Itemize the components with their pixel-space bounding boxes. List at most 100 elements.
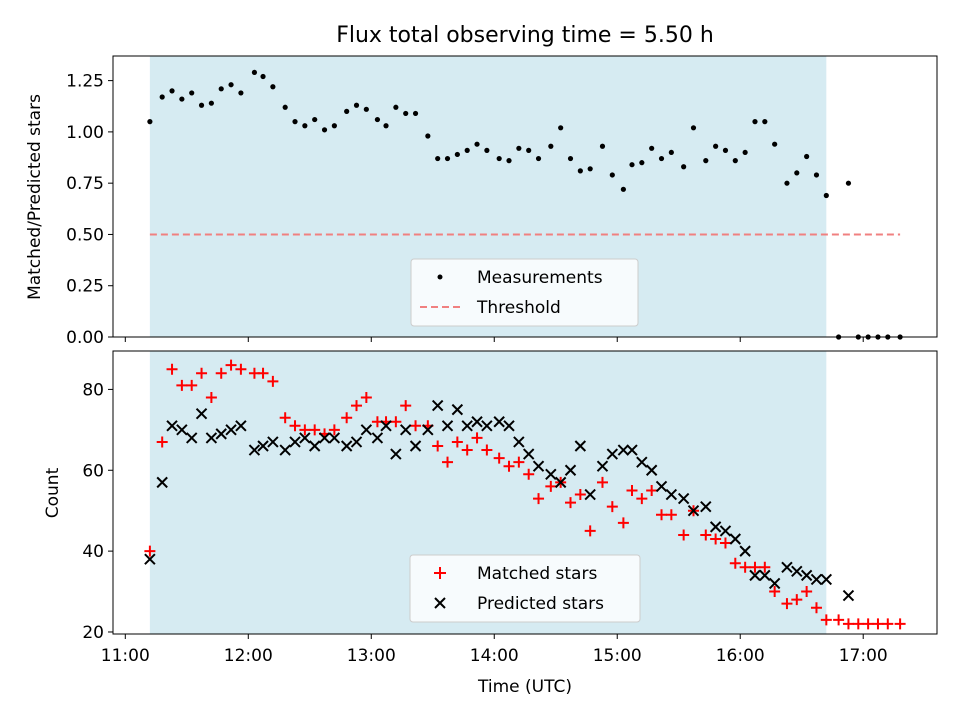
bottom-axes-frame	[112, 350, 938, 635]
matched-star-point	[565, 497, 577, 509]
measurement-point	[169, 88, 175, 94]
matched-star-point	[351, 400, 363, 412]
measurement-point	[639, 160, 645, 166]
matched-star-point	[205, 391, 217, 403]
legend-measurements-label: Measurements	[477, 268, 603, 288]
predicted-star-point	[390, 448, 402, 460]
predicted-star-point	[636, 456, 648, 468]
predicted-star-point	[195, 407, 208, 420]
matched-star-point	[894, 618, 906, 630]
top-y-tick-label: 1.25	[66, 72, 104, 92]
measurement-point	[752, 119, 758, 125]
predicted-star-point	[687, 504, 700, 517]
x-tick-label: 14:00	[470, 646, 519, 666]
predicted-star-point	[380, 420, 392, 432]
matched-star-point	[710, 533, 722, 545]
measurement-point	[690, 125, 697, 131]
predicted-star-point	[257, 440, 269, 452]
matched-star-point	[719, 537, 731, 549]
legend-measurement-marker	[437, 274, 443, 280]
measurement-point	[823, 192, 829, 199]
matched-star-point	[513, 456, 525, 468]
predicted-star-point	[626, 444, 638, 456]
predicted-star-point	[471, 416, 483, 428]
measurement-point	[587, 166, 593, 172]
measurement-point	[784, 180, 790, 186]
predicted-star-point	[584, 488, 596, 501]
matched-star-point	[442, 456, 454, 468]
measurement-point	[403, 110, 409, 117]
predicted-star-point	[144, 553, 156, 565]
predicted-star-point	[267, 436, 279, 448]
predicted-star-point	[532, 460, 545, 472]
matched-star-point	[862, 618, 874, 630]
measurement-point	[374, 116, 381, 123]
matched-star-point	[820, 614, 832, 626]
predicted-star-point	[461, 420, 473, 432]
predicted-star-point	[481, 420, 493, 432]
measurement-point	[496, 155, 502, 162]
matched-star-point	[852, 618, 864, 630]
matched-star-point	[400, 400, 412, 412]
matched-star-point	[545, 480, 557, 492]
predicted-star-point	[842, 589, 855, 602]
predicted-star-point	[308, 440, 321, 452]
matched-star-point	[596, 476, 608, 488]
measurement-point	[713, 143, 719, 149]
x-tick-label: 15:00	[593, 646, 642, 666]
predicted-star-point	[350, 436, 363, 448]
measurement-point	[228, 82, 234, 88]
bottom-y-axis-label: Count	[43, 467, 63, 518]
matched-star-point	[471, 432, 483, 444]
measurement-point	[331, 123, 337, 129]
matched-star-point	[791, 594, 803, 606]
top-y-tick-label: 0.75	[66, 174, 104, 194]
matched-star-point	[225, 359, 237, 371]
measurement-point	[208, 100, 214, 106]
measurement-point	[804, 153, 810, 160]
predicted-star-point	[225, 424, 237, 436]
matched-star-point	[739, 561, 751, 573]
predicted-star-point	[205, 432, 218, 444]
measurement-point	[668, 149, 674, 156]
predicted-star-point	[503, 420, 515, 432]
predicted-star-point	[781, 561, 793, 574]
predicted-star-point	[522, 448, 535, 460]
measurement-point	[393, 104, 399, 110]
measurement-point	[567, 155, 574, 162]
matched-star-point	[235, 363, 247, 375]
top-y-tick-label: 0.00	[66, 328, 104, 348]
predicted-star-point	[719, 525, 732, 537]
matched-star-point	[574, 489, 586, 501]
predicted-star-point	[493, 416, 505, 428]
measurement-point	[302, 123, 308, 129]
matched-star-point	[215, 367, 227, 379]
bottom-y-tick-label: 40	[82, 542, 104, 562]
matched-star-point	[503, 460, 515, 472]
measurement-point	[577, 168, 583, 174]
matched-star-point	[872, 618, 884, 630]
measurement-point	[535, 155, 542, 162]
predicted-star-point	[709, 521, 722, 533]
top-axes-frame	[112, 55, 938, 338]
measurement-point	[321, 127, 328, 133]
predicted-star-point	[399, 424, 412, 436]
measurement-point	[658, 155, 665, 162]
measurement-point	[344, 108, 350, 114]
matched-star-point	[665, 509, 677, 521]
measurement-point	[238, 90, 244, 96]
matched-star-point	[729, 557, 741, 569]
predicted-star-point	[820, 573, 833, 586]
legend-threshold-label: Threshold	[476, 298, 561, 318]
predicted-star-point	[739, 545, 751, 557]
measurement-points	[147, 69, 903, 340]
matched-star-point	[626, 484, 638, 496]
measurement-point	[260, 73, 266, 80]
measurement-point	[464, 147, 470, 153]
matched-star-point	[257, 367, 269, 379]
matched-star-point	[481, 444, 493, 456]
top-x-axis-ticks	[124, 337, 864, 342]
matched-star-point	[636, 493, 648, 505]
matched-star-point	[176, 379, 188, 391]
